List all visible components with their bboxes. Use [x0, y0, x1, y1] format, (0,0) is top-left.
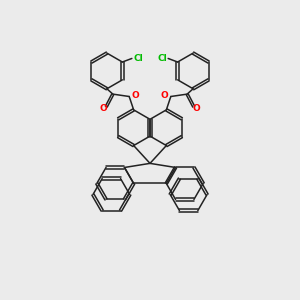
Text: O: O	[100, 103, 107, 112]
Text: O: O	[193, 103, 200, 112]
Text: O: O	[161, 92, 169, 100]
Text: Cl: Cl	[157, 54, 167, 63]
Text: Cl: Cl	[133, 54, 143, 63]
Text: O: O	[131, 92, 139, 100]
